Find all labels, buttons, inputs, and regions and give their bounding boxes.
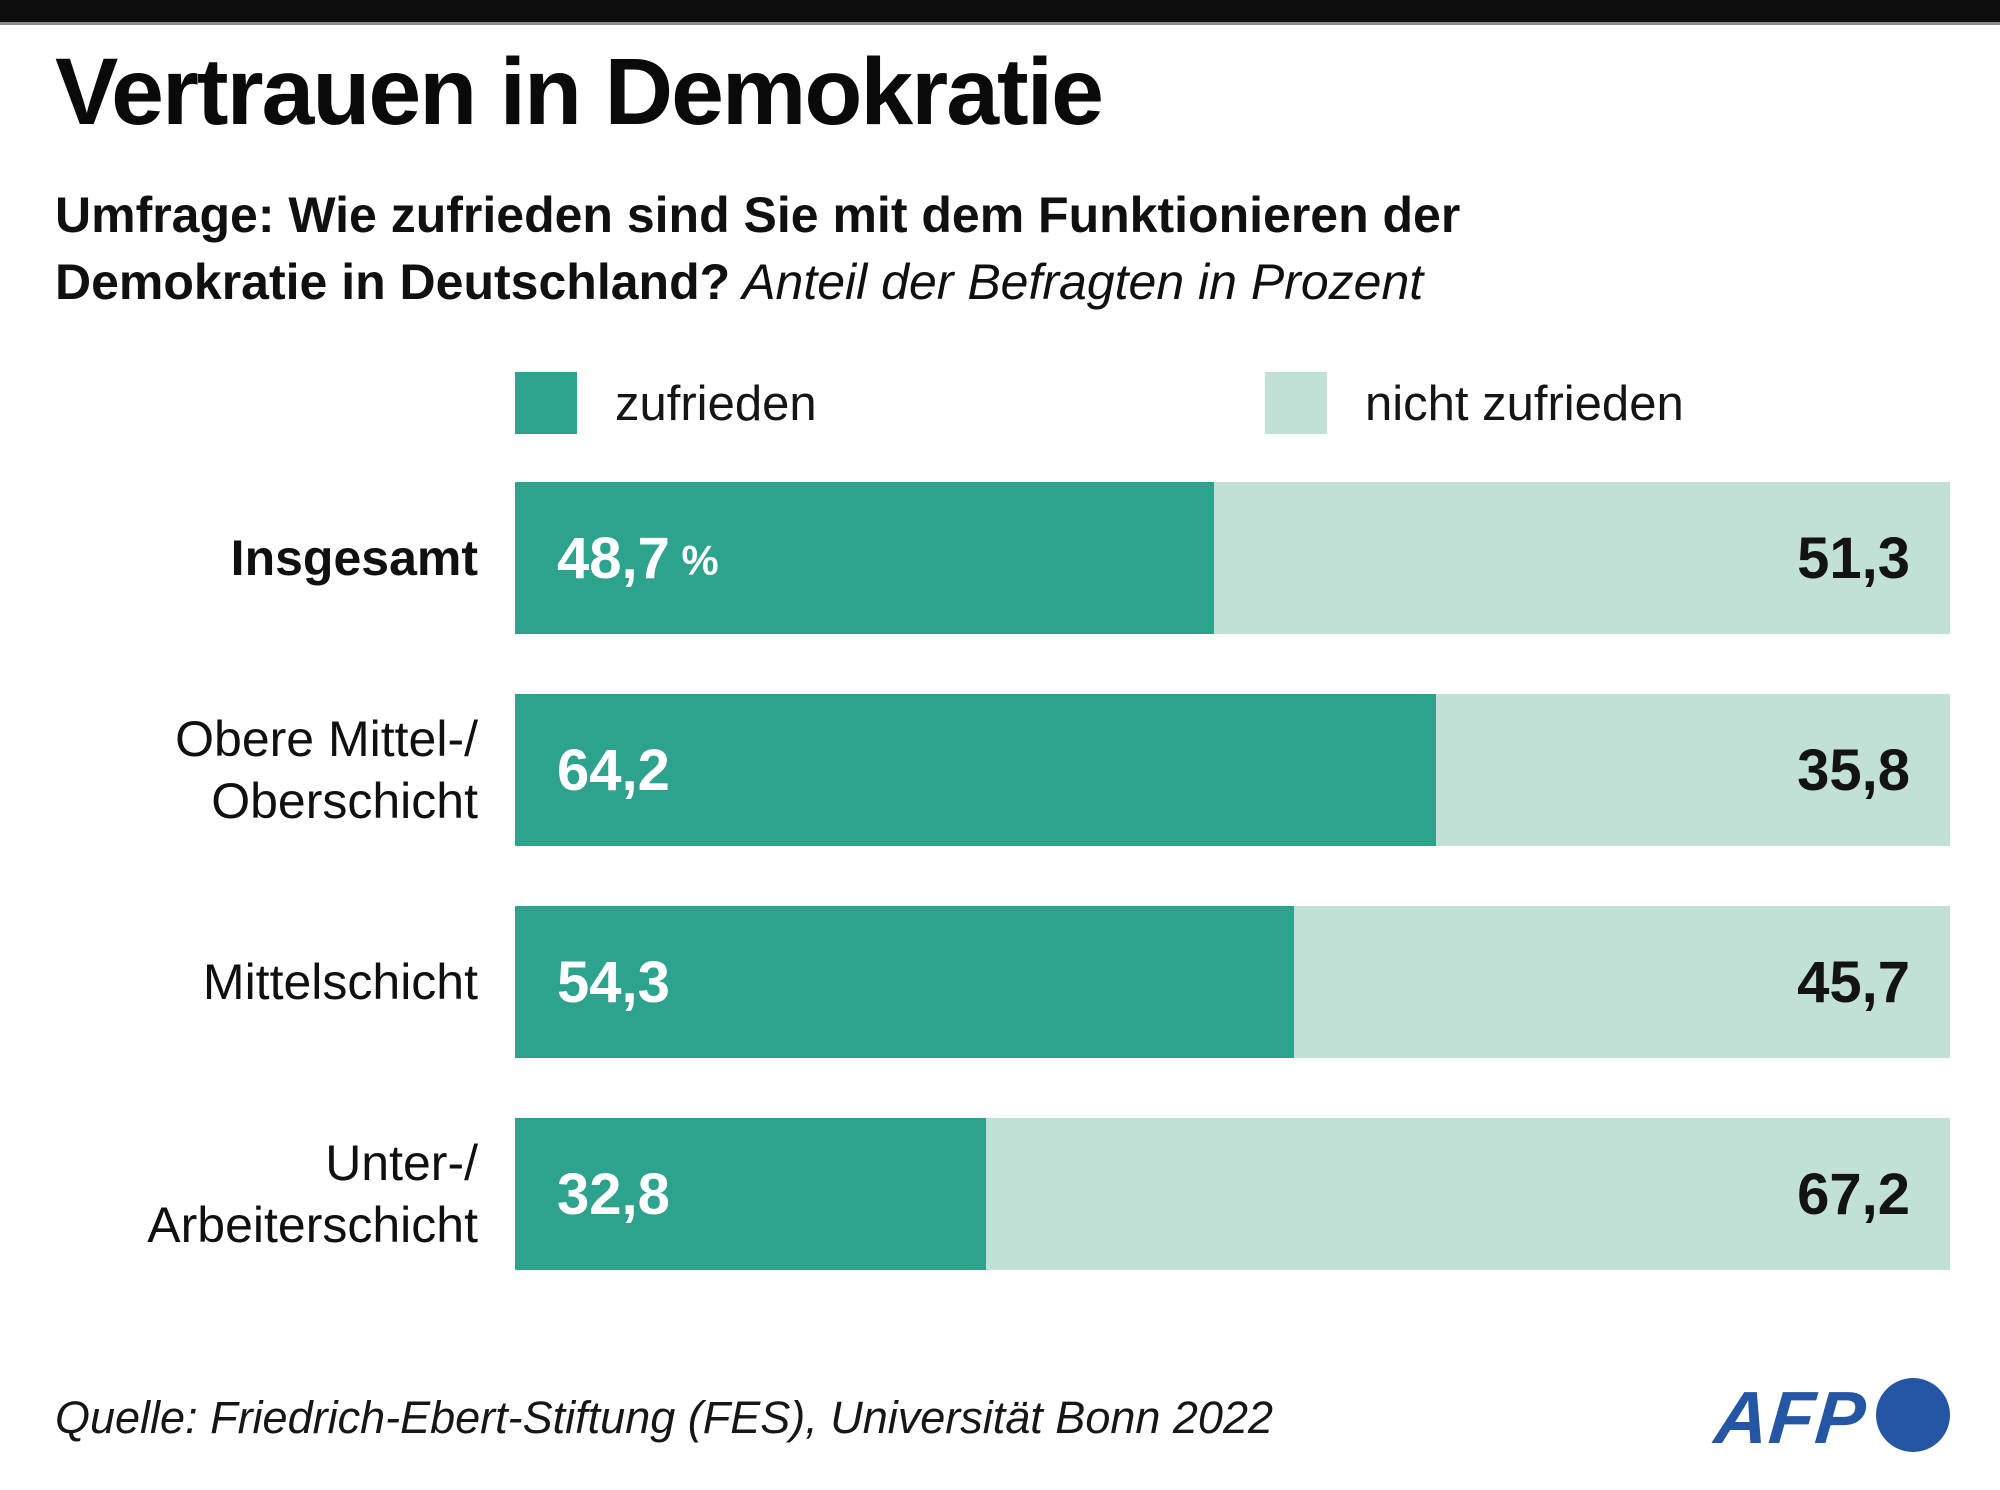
percent-sign: % <box>669 536 719 584</box>
bar-row-obere-mittel-oberschicht: Obere Mittel-/ Oberschicht 64,2 35,8 <box>0 694 2000 846</box>
satisfied-value-label: 48,7 % <box>515 525 719 592</box>
category-label-line: Obere Mittel-/ <box>175 711 478 767</box>
unsatisfied-segment: 45,7 <box>1294 906 1950 1058</box>
legend-swatch-nicht-zufrieden <box>1265 372 1327 434</box>
unsatisfied-value-label: 67,2 <box>1797 1161 1910 1227</box>
source-credit: Quelle: Friedrich-Ebert-Stiftung (FES), … <box>55 1392 1274 1443</box>
satisfied-segment: 48,7 % <box>515 482 1214 634</box>
bar: 48,7 % 51,3 <box>515 482 1950 634</box>
page-title: Vertrauen in Demokratie <box>55 39 1104 145</box>
bar-row-insgesamt: Insgesamt 48,7 % 51,3 <box>0 482 2000 634</box>
subtitle-line1: Umfrage: Wie zufrieden sind Sie mit dem … <box>55 187 1461 243</box>
category-label-line: Mittelschicht <box>202 954 478 1010</box>
legend-swatch-zufrieden <box>515 372 577 434</box>
category-label-line: Insgesamt <box>230 530 478 586</box>
legend: zufrieden nicht zufrieden <box>515 372 1950 436</box>
subtitle-line2: Demokratie in Deutschland? <box>55 254 731 310</box>
afp-logo: AFP <box>1711 1376 1950 1459</box>
bar: 32,8 67,2 <box>515 1118 1950 1270</box>
category-label: Insgesamt <box>0 527 478 589</box>
category-label: Mittelschicht <box>0 951 478 1013</box>
subtitle: Umfrage: Wie zufrieden sind Sie mit dem … <box>55 182 1460 316</box>
satisfied-value-label: 64,2 <box>515 737 670 804</box>
value-number: 48,7 <box>557 525 670 591</box>
value-number: 64,2 <box>557 737 670 803</box>
unsatisfied-value-label: 51,3 <box>1797 525 1910 591</box>
value-number: 54,3 <box>557 949 670 1015</box>
top-border-bar <box>0 0 2000 25</box>
subtitle-note: Anteil der Befragten in Prozent <box>730 254 1424 310</box>
unsatisfied-segment: 51,3 <box>1213 482 1950 634</box>
category-label-line: Arbeiterschicht <box>147 1197 478 1253</box>
category-label-line: Oberschicht <box>211 773 478 829</box>
value-number: 32,8 <box>557 1161 670 1227</box>
unsatisfied-segment: 35,8 <box>1436 694 1950 846</box>
legend-label-nicht-zufrieden: nicht zufrieden <box>1365 377 1684 431</box>
afp-logo-text: AFP <box>1711 1376 1870 1459</box>
satisfied-segment: 64,2 <box>515 694 1437 846</box>
unsatisfied-value-label: 35,8 <box>1797 737 1910 803</box>
category-label: Unter-/ Arbeiterschicht <box>0 1132 478 1256</box>
unsatisfied-segment: 67,2 <box>985 1118 1950 1270</box>
category-label-line: Unter-/ <box>325 1135 478 1191</box>
bar: 64,2 35,8 <box>515 694 1950 846</box>
satisfied-segment: 32,8 <box>515 1118 986 1270</box>
unsatisfied-value-label: 45,7 <box>1797 949 1910 1015</box>
stacked-bar-chart: Insgesamt 48,7 % 51,3 Obere Mittel-/Ober… <box>0 482 2000 1330</box>
satisfied-value-label: 32,8 <box>515 1161 670 1228</box>
bar-row-mittelschicht: Mittelschicht 54,3 45,7 <box>0 906 2000 1058</box>
bar: 54,3 45,7 <box>515 906 1950 1058</box>
legend-label-zufrieden: zufrieden <box>615 377 817 431</box>
satisfied-segment: 54,3 <box>515 906 1295 1058</box>
bar-row-unter-arbeiterschicht: Unter-/ Arbeiterschicht 32,8 67,2 <box>0 1118 2000 1270</box>
satisfied-value-label: 54,3 <box>515 949 670 1016</box>
afp-logo-circle <box>1876 1378 1950 1452</box>
category-label: Obere Mittel-/ Oberschicht <box>0 708 478 832</box>
